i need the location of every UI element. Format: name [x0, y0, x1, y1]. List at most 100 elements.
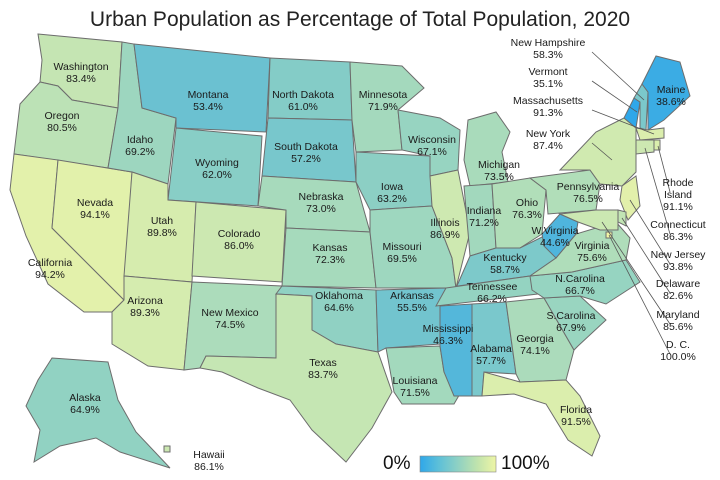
state-value-virginia: 75.6% — [577, 252, 607, 264]
state-shape-arizona — [111, 275, 193, 371]
state-shapes — [9, 33, 691, 469]
state-name-minnesota: Minnesota — [359, 89, 408, 101]
state-name-utah: Utah — [151, 215, 173, 227]
leader-line-new-hampshire — [591, 51, 645, 101]
state-shape-florida — [481, 371, 601, 457]
state-shape-massachusetts — [635, 127, 665, 141]
state-shape-hawaii — [163, 445, 171, 453]
state-name-massachusetts: Massachusetts — [513, 95, 583, 107]
state-name-vermont: Vermont — [528, 66, 567, 78]
state-name-d-c: D. C. — [666, 339, 690, 351]
state-value-arizona: 89.3% — [130, 307, 160, 319]
state-value-hawaii: 86.1% — [194, 461, 224, 473]
state-shape-arkansas — [375, 287, 447, 353]
legend-max-label: 100% — [501, 453, 550, 474]
state-name-arkansas: Arkansas — [390, 290, 434, 302]
state-value-michigan: 73.5% — [484, 171, 514, 183]
state-name-alaska: Alaska — [69, 392, 101, 404]
state-value-washington: 83.4% — [66, 73, 96, 85]
state-value-texas: 83.7% — [308, 369, 338, 381]
state-value-rhode-island: 91.1% — [663, 201, 693, 213]
state-value-nevada: 94.1% — [80, 209, 110, 221]
state-value-maine: 38.6% — [656, 96, 686, 108]
leader-line-new-jersey — [629, 199, 671, 265]
state-name-oregon: Oregon — [44, 110, 79, 122]
state-name-new-hampshire: New Hampshire — [511, 37, 586, 49]
state-value-illinois: 86.9% — [430, 229, 460, 241]
state-value-ohio: 76.3% — [512, 209, 542, 221]
state-name-south-dakota: South Dakota — [274, 141, 338, 153]
state-value-pennsylvania: 76.5% — [573, 193, 603, 205]
state-value-indiana: 71.2% — [469, 217, 499, 229]
state-value-new-hampshire: 58.3% — [533, 49, 563, 61]
state-value-alaska: 64.9% — [70, 404, 100, 416]
state-name-connecticut: Connecticut — [650, 219, 706, 231]
state-name-oklahoma: Oklahoma — [315, 290, 363, 302]
state-value-maryland: 85.6% — [663, 321, 693, 333]
state-shape-maine — [641, 55, 691, 131]
state-shape-alaska — [25, 357, 171, 469]
state-name-wyoming: Wyoming — [195, 157, 239, 169]
state-name-california: California — [28, 257, 73, 269]
state-name-nevada: Nevada — [77, 197, 113, 209]
state-value-mississippi: 46.3% — [433, 335, 463, 347]
state-value-s-carolina: 67.9% — [556, 322, 586, 334]
state-value-south-dakota: 57.2% — [291, 153, 321, 165]
leader-line-new-york — [591, 142, 613, 161]
state-name-missouri: Missouri — [382, 241, 421, 253]
state-name-maine: Maine — [657, 84, 686, 96]
state-value-vermont: 35.1% — [533, 78, 563, 90]
state-name-texas: Texas — [309, 357, 336, 369]
state-value-n-carolina: 66.7% — [565, 285, 595, 297]
leader-line-maryland — [601, 221, 671, 325]
state-value-georgia: 74.1% — [520, 345, 550, 357]
state-name-virginia: Virginia — [575, 240, 610, 252]
state-name-georgia: Georgia — [516, 333, 554, 345]
legend-color-bar — [419, 455, 497, 473]
leader-line-delaware — [621, 217, 671, 294]
state-value-oklahoma: 64.6% — [324, 302, 354, 314]
leader-line-connecticut — [644, 147, 671, 235]
state-name-new-jersey: New Jersey — [651, 249, 707, 261]
state-name-louisiana: Louisiana — [393, 375, 438, 387]
state-value-wyoming: 62.0% — [202, 169, 232, 181]
state-name-hawaii: Hawaii — [193, 449, 225, 461]
legend-min-label: 0% — [383, 453, 411, 474]
state-value-kentucky: 58.7% — [490, 264, 520, 276]
state-name-new-mexico: New Mexico — [201, 307, 258, 319]
leader-line-rhode-island — [657, 145, 671, 193]
state-name-rhode-island: Rhode Island — [663, 177, 694, 201]
state-value-louisiana: 71.5% — [400, 387, 430, 399]
state-name-mississippi: Mississippi — [423, 323, 474, 335]
leader-line-d-c — [608, 234, 671, 355]
state-name-wisconsin: Wisconsin — [408, 134, 456, 146]
state-value-d-c: 100.0% — [660, 351, 696, 363]
state-value-iowa: 63.2% — [377, 193, 407, 205]
state-value-minnesota: 71.9% — [368, 101, 398, 113]
state-value-north-dakota: 61.0% — [288, 101, 318, 113]
state-name-pennsylvania: Pennsylvania — [557, 181, 620, 193]
state-name-arizona: Arizona — [127, 295, 163, 307]
page-title: Urban Population as Percentage of Total … — [90, 8, 630, 31]
state-value-utah: 89.8% — [147, 227, 177, 239]
state-value-colorado: 86.0% — [224, 240, 254, 252]
state-value-new-jersey: 93.8% — [663, 261, 693, 273]
state-value-wisconsin: 67.1% — [417, 146, 447, 158]
state-name-kentucky: Kentucky — [483, 252, 527, 264]
state-name-kansas: Kansas — [312, 242, 347, 254]
state-value-connecticut: 86.3% — [663, 231, 693, 243]
state-name-maryland: Maryland — [656, 309, 699, 321]
state-name-north-dakota: North Dakota — [272, 89, 334, 101]
state-name-illinois: Illinois — [430, 217, 459, 229]
state-name-florida: Florida — [560, 404, 592, 416]
state-value-montana: 53.4% — [193, 101, 223, 113]
state-name-montana: Montana — [188, 89, 229, 101]
state-value-delaware: 82.6% — [663, 290, 693, 302]
state-shape-new-york — [558, 117, 637, 187]
legend: 0% 100% — [383, 453, 550, 474]
state-value-alabama: 57.7% — [476, 355, 506, 367]
state-name-tennessee: Tennessee — [467, 281, 518, 293]
state-name-washington: Washington — [53, 61, 108, 73]
